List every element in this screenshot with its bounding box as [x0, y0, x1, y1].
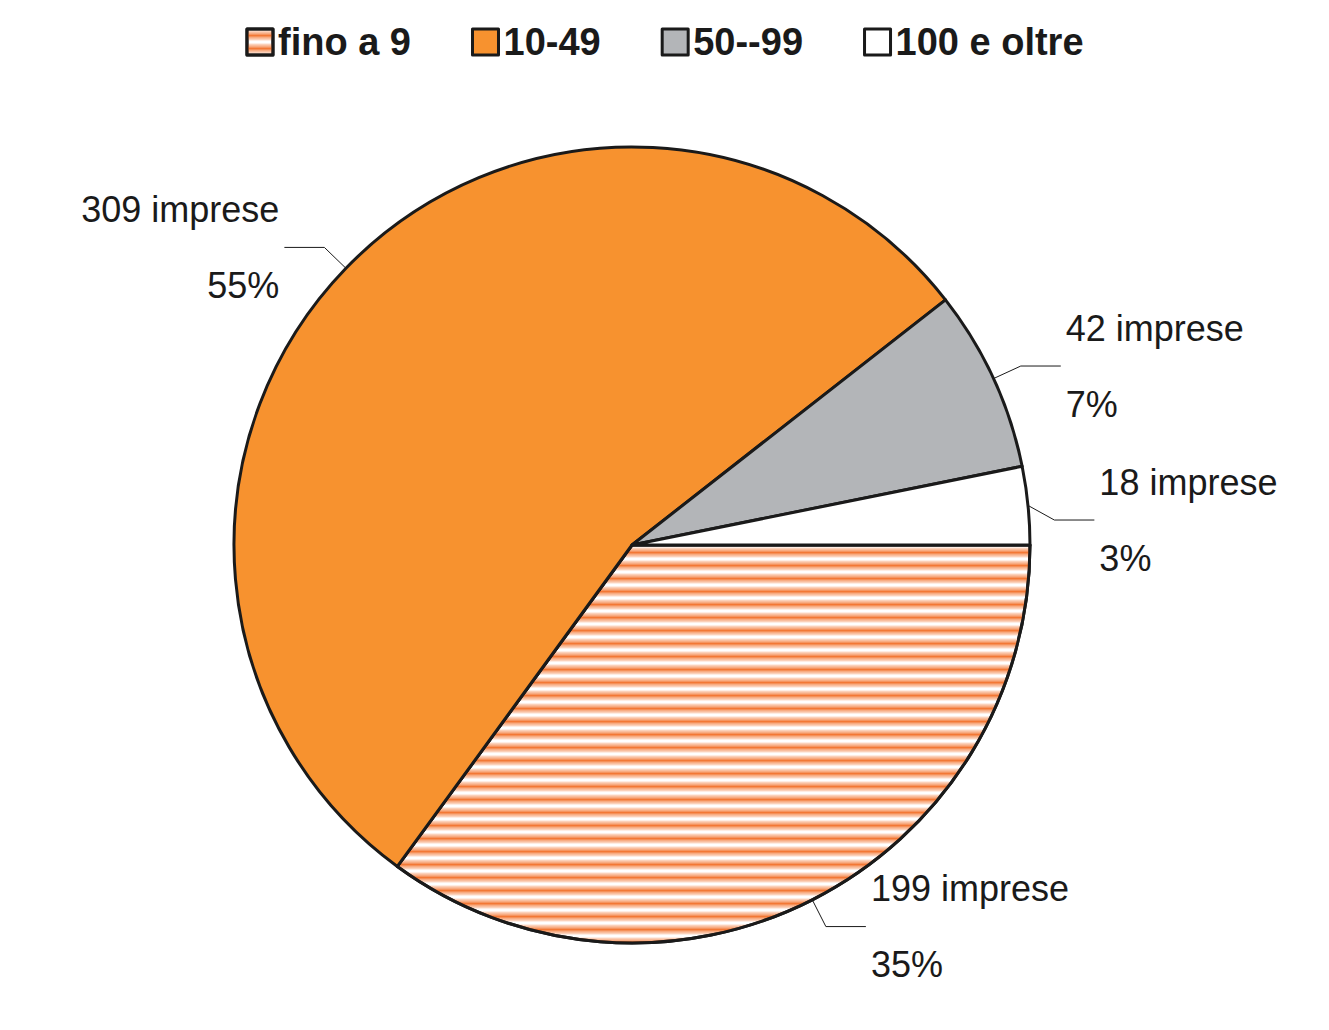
svg-text:309 imprese: 309 imprese	[81, 189, 279, 230]
svg-text:50--99: 50--99	[693, 21, 803, 63]
svg-text:199 imprese: 199 imprese	[871, 868, 1069, 909]
svg-text:fino a 9: fino a 9	[278, 21, 411, 63]
svg-text:100 e oltre: 100 e oltre	[896, 21, 1084, 63]
svg-text:55%: 55%	[207, 265, 279, 306]
svg-text:10-49: 10-49	[503, 21, 600, 63]
svg-text:3%: 3%	[1099, 538, 1151, 579]
svg-text:7%: 7%	[1066, 384, 1118, 425]
svg-text:42 imprese: 42 imprese	[1066, 308, 1244, 349]
svg-text:18 imprese: 18 imprese	[1099, 462, 1277, 503]
svg-text:35%: 35%	[871, 944, 943, 985]
